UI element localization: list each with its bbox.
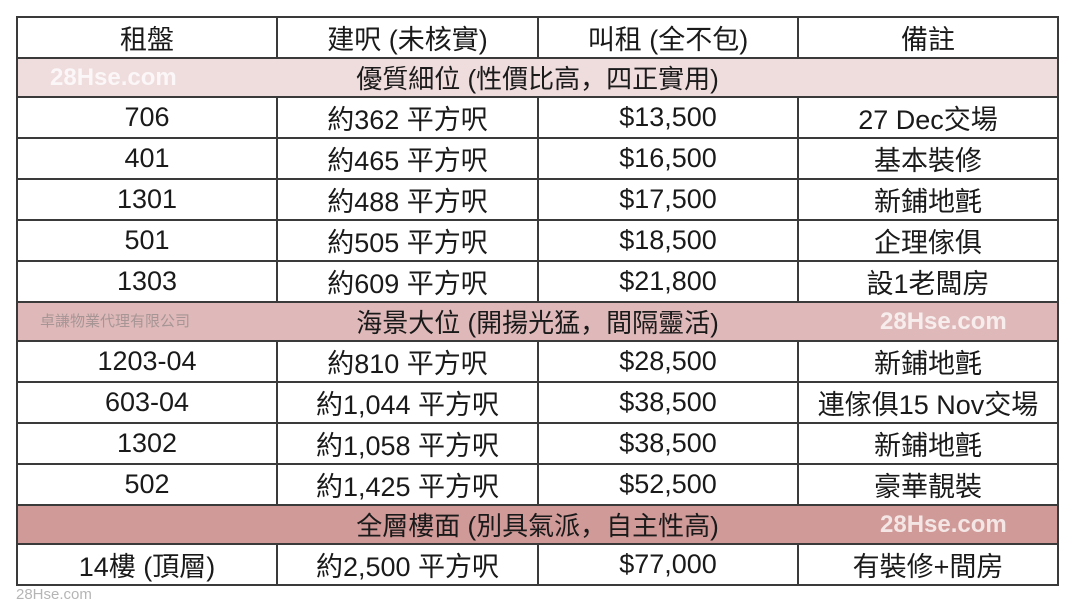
cell-unit: 501	[16, 219, 278, 262]
section-title: 海景大位 (開揚光猛，間隔靈活)	[16, 301, 1059, 342]
cell-unit: 1302	[16, 422, 278, 465]
cell-unit: 14樓 (頂層)	[16, 543, 278, 586]
cell-unit: 401	[16, 137, 278, 180]
cell-remarks: 企理傢俱	[797, 219, 1059, 262]
table-row: 1302 約1,058 平方呎 $38,500 新鋪地氈	[16, 422, 1059, 465]
cell-area: 約488 平方呎	[276, 178, 539, 221]
table-row: 603-04 約1,044 平方呎 $38,500 連傢俱15 Nov交場	[16, 381, 1059, 424]
cell-rent: $38,500	[537, 381, 799, 424]
cell-rent: $16,500	[537, 137, 799, 180]
table-row: 501 約505 平方呎 $18,500 企理傢俱	[16, 219, 1059, 262]
cell-rent: $38,500	[537, 422, 799, 465]
header-area: 建呎 (未核實)	[276, 16, 539, 59]
cell-area: 約2,500 平方呎	[276, 543, 539, 586]
cell-remarks: 有裝修+間房	[797, 543, 1059, 586]
header-remarks: 備註	[797, 16, 1059, 59]
rental-listing-table: 租盤 建呎 (未核實) 叫租 (全不包) 備註 優質細位 (性價比高，四正實用)…	[16, 16, 1059, 586]
cell-unit: 1203-04	[16, 340, 278, 383]
cell-remarks: 新鋪地氈	[797, 422, 1059, 465]
table-row: 1203-04 約810 平方呎 $28,500 新鋪地氈	[16, 340, 1059, 383]
section-header-row: 全層樓面 (別具氣派，自主性高)	[16, 504, 1059, 545]
cell-unit: 1301	[16, 178, 278, 221]
watermark-site-text: 28Hse.com	[16, 586, 92, 603]
cell-rent: $28,500	[537, 340, 799, 383]
table-row: 706 約362 平方呎 $13,500 27 Dec交場	[16, 96, 1059, 139]
cell-remarks: 設1老闆房	[797, 260, 1059, 303]
cell-area: 約505 平方呎	[276, 219, 539, 262]
table-row: 502 約1,425 平方呎 $52,500 豪華靚裝	[16, 463, 1059, 506]
header-unit: 租盤	[16, 16, 278, 59]
section-title: 優質細位 (性價比高，四正實用)	[16, 57, 1059, 98]
cell-remarks: 豪華靚裝	[797, 463, 1059, 506]
cell-remarks: 連傢俱15 Nov交場	[797, 381, 1059, 424]
header-rent: 叫租 (全不包)	[537, 16, 799, 59]
table-row: 1303 約609 平方呎 $21,800 設1老闆房	[16, 260, 1059, 303]
cell-rent: $13,500	[537, 96, 799, 139]
cell-unit: 706	[16, 96, 278, 139]
cell-unit: 1303	[16, 260, 278, 303]
cell-rent: $52,500	[537, 463, 799, 506]
cell-area: 約1,044 平方呎	[276, 381, 539, 424]
cell-area: 約1,058 平方呎	[276, 422, 539, 465]
cell-area: 約810 平方呎	[276, 340, 539, 383]
cell-rent: $17,500	[537, 178, 799, 221]
section-header-row: 海景大位 (開揚光猛，間隔靈活)	[16, 301, 1059, 342]
cell-area: 約362 平方呎	[276, 96, 539, 139]
cell-area: 約465 平方呎	[276, 137, 539, 180]
cell-remarks: 27 Dec交場	[797, 96, 1059, 139]
table-row: 401 約465 平方呎 $16,500 基本裝修	[16, 137, 1059, 180]
cell-rent: $18,500	[537, 219, 799, 262]
cell-unit: 502	[16, 463, 278, 506]
cell-area: 約1,425 平方呎	[276, 463, 539, 506]
section-title: 全層樓面 (別具氣派，自主性高)	[16, 504, 1059, 545]
cell-remarks: 新鋪地氈	[797, 178, 1059, 221]
section-header-row: 優質細位 (性價比高，四正實用)	[16, 57, 1059, 98]
cell-area: 約609 平方呎	[276, 260, 539, 303]
cell-unit: 603-04	[16, 381, 278, 424]
cell-rent: $21,800	[537, 260, 799, 303]
header-row: 租盤 建呎 (未核實) 叫租 (全不包) 備註	[16, 16, 1059, 59]
cell-remarks: 基本裝修	[797, 137, 1059, 180]
table-row: 14樓 (頂層) 約2,500 平方呎 $77,000 有裝修+間房	[16, 543, 1059, 586]
cell-remarks: 新鋪地氈	[797, 340, 1059, 383]
table-row: 1301 約488 平方呎 $17,500 新鋪地氈	[16, 178, 1059, 221]
cell-rent: $77,000	[537, 543, 799, 586]
